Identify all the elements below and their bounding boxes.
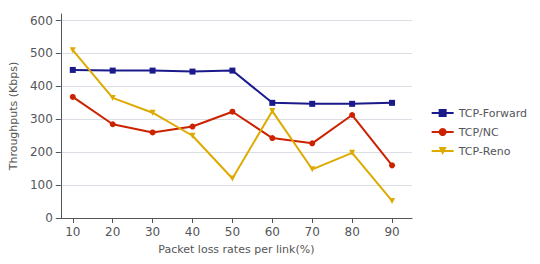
svg-text:10: 10 bbox=[65, 225, 80, 239]
svg-text:80: 80 bbox=[344, 225, 359, 239]
svg-text:TCP-Reno: TCP-Reno bbox=[458, 145, 511, 158]
svg-text:30: 30 bbox=[145, 225, 160, 239]
svg-text:TCP-Forward: TCP-Forward bbox=[458, 107, 527, 120]
svg-text:600: 600 bbox=[30, 14, 53, 28]
svg-text:20: 20 bbox=[105, 225, 120, 239]
svg-text:200: 200 bbox=[30, 145, 53, 159]
svg-text:100: 100 bbox=[30, 178, 53, 192]
svg-text:500: 500 bbox=[30, 46, 53, 60]
svg-text:TCP/NC: TCP/NC bbox=[458, 126, 499, 139]
svg-text:40: 40 bbox=[185, 225, 200, 239]
svg-text:60: 60 bbox=[265, 225, 280, 239]
svg-text:70: 70 bbox=[305, 225, 320, 239]
svg-text:400: 400 bbox=[30, 79, 53, 93]
svg-text:Packet loss rates per link(%): Packet loss rates per link(%) bbox=[158, 243, 314, 256]
svg-text:Throughputs (Kbps): Throughputs (Kbps) bbox=[7, 62, 20, 172]
svg-text:90: 90 bbox=[384, 225, 399, 239]
svg-text:300: 300 bbox=[30, 112, 53, 126]
svg-text:0: 0 bbox=[45, 211, 53, 225]
svg-text:50: 50 bbox=[225, 225, 240, 239]
